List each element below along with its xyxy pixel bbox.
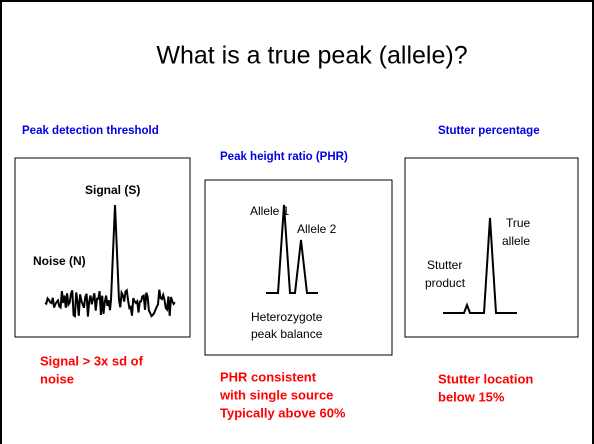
panel-box xyxy=(404,157,579,338)
panel-heading: Peak detection threshold xyxy=(22,125,159,137)
panel-note: Heterozygote xyxy=(251,310,323,324)
peak-trace xyxy=(266,204,318,294)
allele-label: True xyxy=(506,216,531,230)
allele-label: allele xyxy=(502,234,530,248)
caption: PHR consistent xyxy=(220,369,317,384)
panel-note: peak balance xyxy=(251,327,323,341)
allele-label: Allele 1 xyxy=(250,204,290,218)
noise-trace xyxy=(44,204,176,319)
panel-box xyxy=(204,179,393,356)
noise-label: Noise (N) xyxy=(33,254,86,268)
caption: Signal > 3x sd of xyxy=(40,353,144,368)
caption: below 15% xyxy=(438,389,505,404)
caption: noise xyxy=(40,371,74,386)
slide-title: What is a true peak (allele)? xyxy=(156,42,467,70)
panel-box xyxy=(14,157,191,338)
stutter-label: Stutter xyxy=(427,258,462,272)
caption: Typically above 60% xyxy=(220,405,346,420)
allele-label: Allele 2 xyxy=(297,222,337,236)
panel-heading: Peak height ratio (PHR) xyxy=(220,151,348,163)
panel-heading: Stutter percentage xyxy=(438,125,540,137)
caption: with single source xyxy=(219,387,333,402)
stutter-label: product xyxy=(425,276,466,290)
signal-label: Signal (S) xyxy=(85,183,140,197)
caption: Stutter location xyxy=(438,371,533,386)
stutter-trace xyxy=(443,217,517,314)
